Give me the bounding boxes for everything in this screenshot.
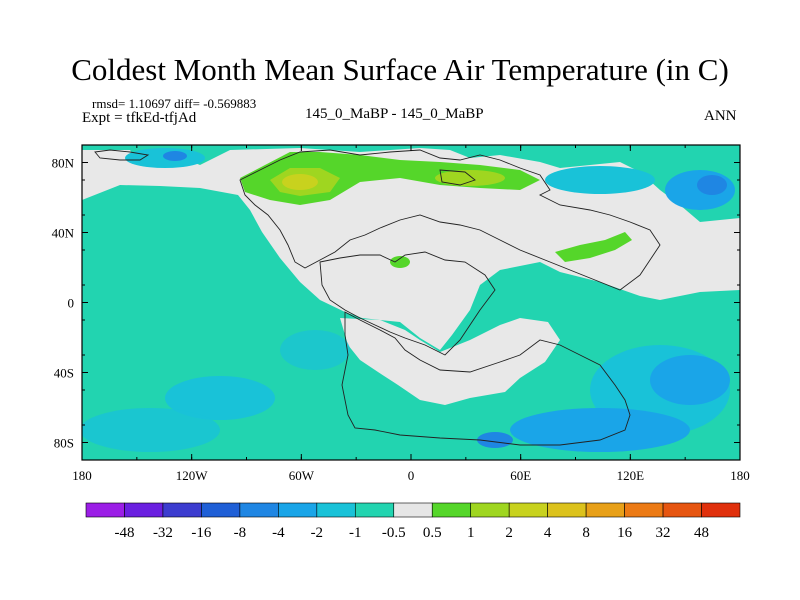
- colorbar-swatch: [239, 502, 279, 518]
- colorbar-label: -1: [349, 525, 362, 541]
- field-cool-patch-northeast-deep: [697, 175, 727, 195]
- lon-tick-label: 180: [72, 468, 92, 483]
- field-warm-hotspot-arctic: [282, 174, 318, 190]
- field-neutral-region-north: [82, 148, 740, 350]
- lon-tick-label: 180: [730, 468, 750, 483]
- coastlines: [94, 149, 661, 446]
- lon-tick-label: 60W: [289, 468, 315, 483]
- axis-ticks: [81, 144, 741, 461]
- lat-tick-label: 80N: [52, 156, 75, 171]
- colorbar-swatch: [124, 502, 164, 518]
- colorbar-swatch: [508, 502, 548, 518]
- experiment-comparison: 145_0_MaBP - 145_0_MaBP: [305, 106, 484, 122]
- field-cool-patch-antarctic: [510, 408, 690, 452]
- lat-tick-label: 0: [68, 296, 75, 311]
- field-warm-patch-siberia: [435, 170, 505, 186]
- colorbar-label: 32: [656, 525, 671, 541]
- colorbar-swatch: [316, 502, 356, 518]
- field-warm-streak-pacific: [555, 232, 632, 262]
- colorbar: -48 -32 -16 -8 -4 -2 -1 -0.5 0.5 1 2 4 8 16 32 48: [85, 502, 741, 541]
- colorbar-swatch: [354, 502, 395, 518]
- colorbar-swatch: [201, 502, 241, 518]
- colorbar-swatch: [470, 502, 510, 518]
- lat-tick-label: 40N: [52, 226, 75, 241]
- colorbar-swatch: [662, 502, 702, 518]
- colorbar-swatch: [701, 502, 741, 518]
- colorbar-label: 1: [467, 525, 475, 541]
- colorbar-label: 8: [582, 525, 590, 541]
- experiment-line: Expt = tfkEd-tfjAd: [82, 110, 197, 126]
- field-cool-patch-south-pacific: [82, 408, 220, 452]
- colorbar-label: -2: [311, 525, 324, 541]
- colorbar-swatch: [585, 502, 625, 518]
- colorbar-label: -48: [114, 525, 134, 541]
- lon-tick-label: 60E: [510, 468, 531, 483]
- lon-tick-label: 0: [408, 468, 415, 483]
- lon-tick-label: 120W: [176, 468, 209, 483]
- field-warm-patch-north-america: [390, 256, 410, 268]
- colorbar-swatch: [85, 502, 125, 518]
- colorbar-label: 16: [617, 525, 633, 541]
- coastline-northern-land: [239, 149, 661, 291]
- coastline-small-islands: [439, 169, 476, 186]
- field-cool-patch-north-atlantic: [545, 166, 655, 194]
- field-cool-patch-antarctic-deep: [477, 432, 513, 448]
- map-field: [82, 145, 740, 460]
- colorbar-label: -32: [153, 525, 173, 541]
- lon-tick-label: 120E: [617, 468, 645, 483]
- colorbar-label: 4: [544, 525, 552, 541]
- field-cool-patch-indian-deep: [650, 355, 730, 405]
- coastline-southern-land: [341, 311, 631, 446]
- coastline-central-land: [319, 251, 496, 356]
- season-label: ANN: [704, 108, 737, 124]
- colorbar-label: -16: [191, 525, 211, 541]
- lat-tick-label: 80S: [54, 436, 74, 451]
- field-neutral-region-south: [340, 318, 560, 405]
- colorbar-swatch: [162, 502, 202, 518]
- stats-line: rmsd= 1.10697 diff= -0.569883: [92, 96, 257, 111]
- axis-labels: 80N 40N 0 40S 80S 180 120W 60W 0 60E 120E 180: [52, 156, 750, 484]
- colorbar-swatch: [431, 502, 472, 518]
- colorbar-label: -8: [234, 525, 247, 541]
- colorbar-swatch: [547, 502, 587, 518]
- colorbar-label: -0.5: [382, 525, 406, 541]
- colorbar-swatch: [393, 502, 433, 518]
- field-cool-patch-arctic-west-deep: [163, 151, 187, 161]
- coastline-arctic-islands: [94, 149, 150, 161]
- field-cool-patch-southwest: [165, 376, 275, 420]
- colorbar-label: 0.5: [423, 525, 442, 541]
- colorbar-label: 48: [694, 525, 709, 541]
- field-cool-patch-south-atlantic: [280, 330, 350, 370]
- colorbar-label: -4: [272, 525, 285, 541]
- map-title: Coldest Month Mean Surface Air Temperatu…: [71, 52, 729, 87]
- colorbar-swatch: [624, 502, 664, 518]
- colorbar-swatch: [278, 502, 318, 518]
- lat-tick-label: 40S: [54, 366, 74, 381]
- colorbar-label: 2: [505, 525, 513, 541]
